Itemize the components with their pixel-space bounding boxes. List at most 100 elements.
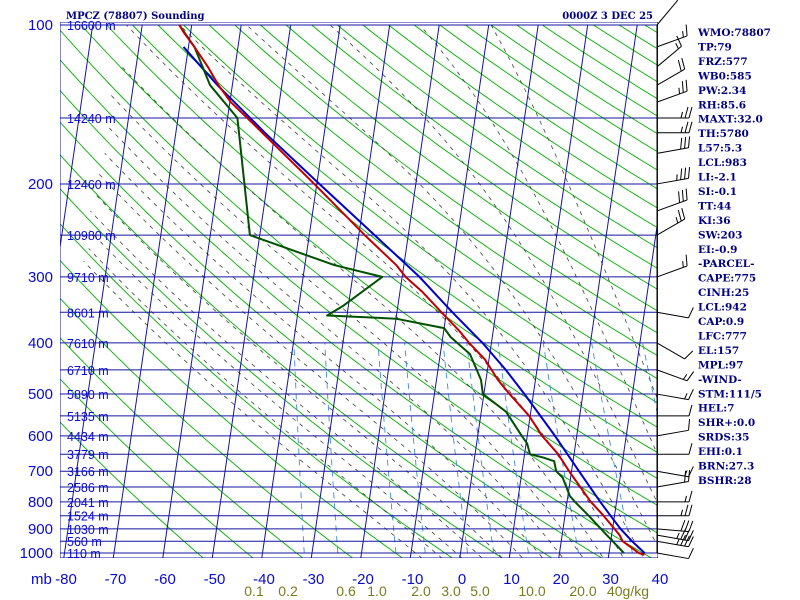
wind-barb-feather [685,188,688,201]
wind-barb-staff [656,199,688,212]
moist-adiabat-line [104,153,544,558]
moist-adiabat-line [419,24,658,457]
mixing-ratio-line [293,342,305,558]
pressure-tick-label: 900 [28,521,53,538]
pressure-tick-label: 800 [28,494,53,511]
wind-barb-feather [688,548,694,559]
wind-barb-staff [656,540,689,548]
sounding-index-item: MAXT:32.0 [698,114,763,126]
mixing-ratio-line [642,342,658,419]
dry-adiabat-line [60,121,603,558]
wind-barb-staff [656,480,689,488]
parcel-trace-line [182,46,646,554]
pressure-tick-label: 500 [28,386,53,403]
wind-barb-half-feather [684,495,687,502]
temperature-tick-label: -10 [402,571,424,588]
sounding-index-item: FRZ:577 [698,56,748,68]
mixing-ratio-tick-label: 2.0 [411,583,431,599]
wind-barb [656,466,694,478]
mixing-ratio-tick-label: 5.0 [470,583,490,599]
height-label: 1030 m [67,523,109,537]
mixing-ratio-tick-label: 10.0 [518,583,545,599]
dry-adiabat-line [260,24,658,312]
isotherm-line [409,24,490,558]
wind-barb-half-feather [676,538,680,545]
dry-adiabat-line [157,24,658,404]
isotherm-line [112,24,193,558]
height-label: 1524 m [67,510,109,524]
sounding-index-item: TT:44 [698,200,731,212]
sounding-index-item: EL:157 [698,345,739,357]
pressure-tick-label: 1000 [20,545,53,562]
wind-barb-staff [656,552,689,560]
wind-barb-half-feather [684,393,688,400]
wind-barb-feather [688,443,693,455]
mixing-ratio-tick-label: 3.0 [441,583,461,599]
wind-barb-staff [656,218,685,236]
wind-barb-feather [688,466,694,477]
wind-barb-feather [688,530,694,541]
wind-barb-feather [684,106,689,119]
sounding-index-item: -PARCEL- [698,258,754,270]
wind-barb-feather [680,137,683,150]
wind-barb-staff [656,311,689,319]
wind-barb [656,136,691,154]
sounding-index-item: L57:5.3 [698,143,742,155]
wind-barb [656,534,694,548]
sounding-index-item: STM:111/5 [698,388,762,400]
wind-barb [656,369,695,382]
wind-barb-feather [681,81,684,93]
isotherm-line [162,24,242,558]
mixing-ratio-line [324,342,339,558]
dry-adiabat-line [490,24,658,135]
moist-adiabat-line [179,24,644,558]
dry-adiabat-line [106,24,658,454]
wind-barb-half-feather [682,374,688,380]
wind-barb [656,188,688,212]
temperature-tick-label: -50 [204,571,226,588]
wind-barb-feather [688,418,691,431]
temperature-tick-label: -80 [55,571,77,588]
dry-adiabat-line [60,59,658,534]
height-label: 8601 m [67,306,109,320]
wind-barb [657,490,693,503]
wind-barb-half-feather [675,43,679,50]
wind-barb-staff [656,342,685,360]
mixing-ratio-line [497,342,530,558]
dry-adiabat-line [60,188,503,558]
height-label: 3779 m [67,448,109,462]
mixing-ratio-tick-label: 0.6 [336,583,356,599]
sounding-index-item: RH:85.6 [698,99,746,111]
dry-adiabat-line [60,154,553,558]
isotherm-line [310,24,391,558]
sounding-index-item: BRN:27.3 [698,461,754,473]
wind-barb-half-feather [682,261,684,268]
wind-barb-feather [688,520,694,532]
height-label: 10980 m [67,229,116,243]
wind-barb [656,58,686,86]
wind-barb-half-feather [675,217,679,224]
wind-barb [656,207,686,236]
height-label: 2041 m [67,496,109,510]
mixing-ratio-line [542,342,580,558]
wind-barb-feather [681,207,686,220]
chart-title: MPCZ (78807) Sounding [66,11,205,22]
dry-adiabat-line [285,24,658,291]
wind-barb-staff [656,0,678,26]
wind-barb-staff [656,147,689,154]
moist-adiabat-line [96,171,524,558]
plot-border [60,22,658,558]
isotherm-line [63,24,143,558]
wind-barb-feather [688,307,694,319]
wind-barb [656,24,688,48]
wind-barb-feather [685,24,688,36]
wind-barb [656,520,694,533]
sounding-index-item: TH:5780 [698,128,749,140]
wind-barb [656,470,691,488]
height-label: 9710 m [67,271,109,285]
isotherm-line [211,24,292,558]
isotherm-line [261,24,341,558]
wind-barb [656,0,678,26]
wind-barb-feather [684,350,694,360]
